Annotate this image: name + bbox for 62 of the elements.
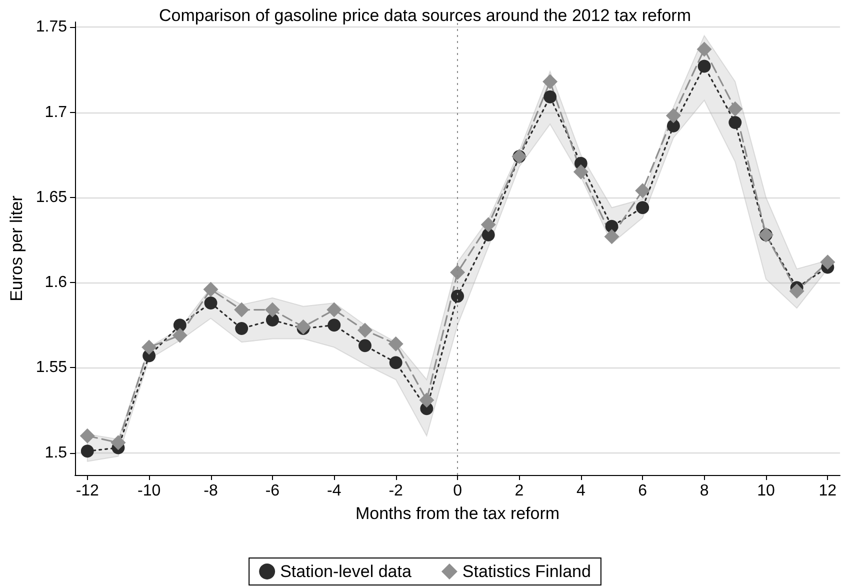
- point: [419, 392, 434, 408]
- point: [451, 290, 464, 303]
- y-tick-label: 1.65: [36, 188, 68, 206]
- point: [388, 336, 404, 352]
- x-tick-label: -10: [138, 482, 161, 500]
- point: [173, 318, 186, 332]
- x-tick-label: 8: [700, 482, 709, 500]
- point: [80, 444, 94, 458]
- point: [266, 314, 279, 327]
- y-tick-label: 1.5: [44, 444, 68, 462]
- x-tick-label: 2: [514, 482, 524, 500]
- point: [820, 254, 836, 270]
- point: [328, 318, 341, 332]
- point: [542, 74, 558, 90]
- point: [326, 302, 342, 318]
- point: [172, 328, 188, 343]
- point: [789, 284, 804, 299]
- legend-label: Station-level data: [280, 562, 412, 581]
- x-tick-label: -2: [388, 482, 404, 500]
- point: [728, 116, 742, 129]
- point: [450, 264, 466, 280]
- y-tick-label: 1.55: [36, 359, 68, 376]
- x-tick-label: 12: [818, 482, 837, 500]
- point: [666, 108, 681, 124]
- point: [544, 90, 557, 104]
- point: [357, 322, 372, 338]
- point: [110, 435, 126, 450]
- point: [696, 42, 712, 57]
- x-tick-label: 10: [757, 482, 775, 500]
- point: [604, 229, 620, 244]
- y-tick-label: 1.75: [36, 18, 68, 36]
- point: [480, 217, 496, 232]
- x-tick-label: -12: [76, 482, 100, 500]
- point: [235, 322, 248, 336]
- y-axis-title: Euros per liter: [7, 195, 26, 302]
- chart-title: Comparison of gasoline price data sources around the 2012 tax reform: [158, 6, 692, 25]
- point: [698, 60, 711, 73]
- x-tick-label: 6: [638, 482, 648, 500]
- point: [204, 296, 218, 310]
- point: [728, 101, 743, 116]
- x-tick-label: -4: [327, 482, 342, 500]
- point: [573, 164, 588, 180]
- point: [635, 183, 650, 198]
- point: [296, 319, 311, 334]
- x-tick-label: -8: [204, 482, 218, 500]
- point: [636, 201, 650, 214]
- x-axis-title: Months from the tax reform: [355, 504, 560, 523]
- point: [142, 340, 157, 355]
- point: [203, 282, 218, 297]
- point: [358, 339, 372, 352]
- x-tick-label: 0: [453, 482, 462, 500]
- y-tick-label: 1.7: [44, 104, 68, 121]
- point: [80, 428, 95, 444]
- point: [389, 356, 402, 370]
- x-tick-label: 4: [576, 482, 586, 500]
- point: [234, 302, 250, 318]
- x-tick-label: -6: [265, 482, 280, 500]
- y-tick-label: 1.6: [44, 274, 68, 292]
- legend-label: Statistics Finland: [462, 562, 591, 581]
- point: [482, 228, 495, 242]
- point: [666, 119, 680, 132]
- point: [264, 302, 280, 318]
